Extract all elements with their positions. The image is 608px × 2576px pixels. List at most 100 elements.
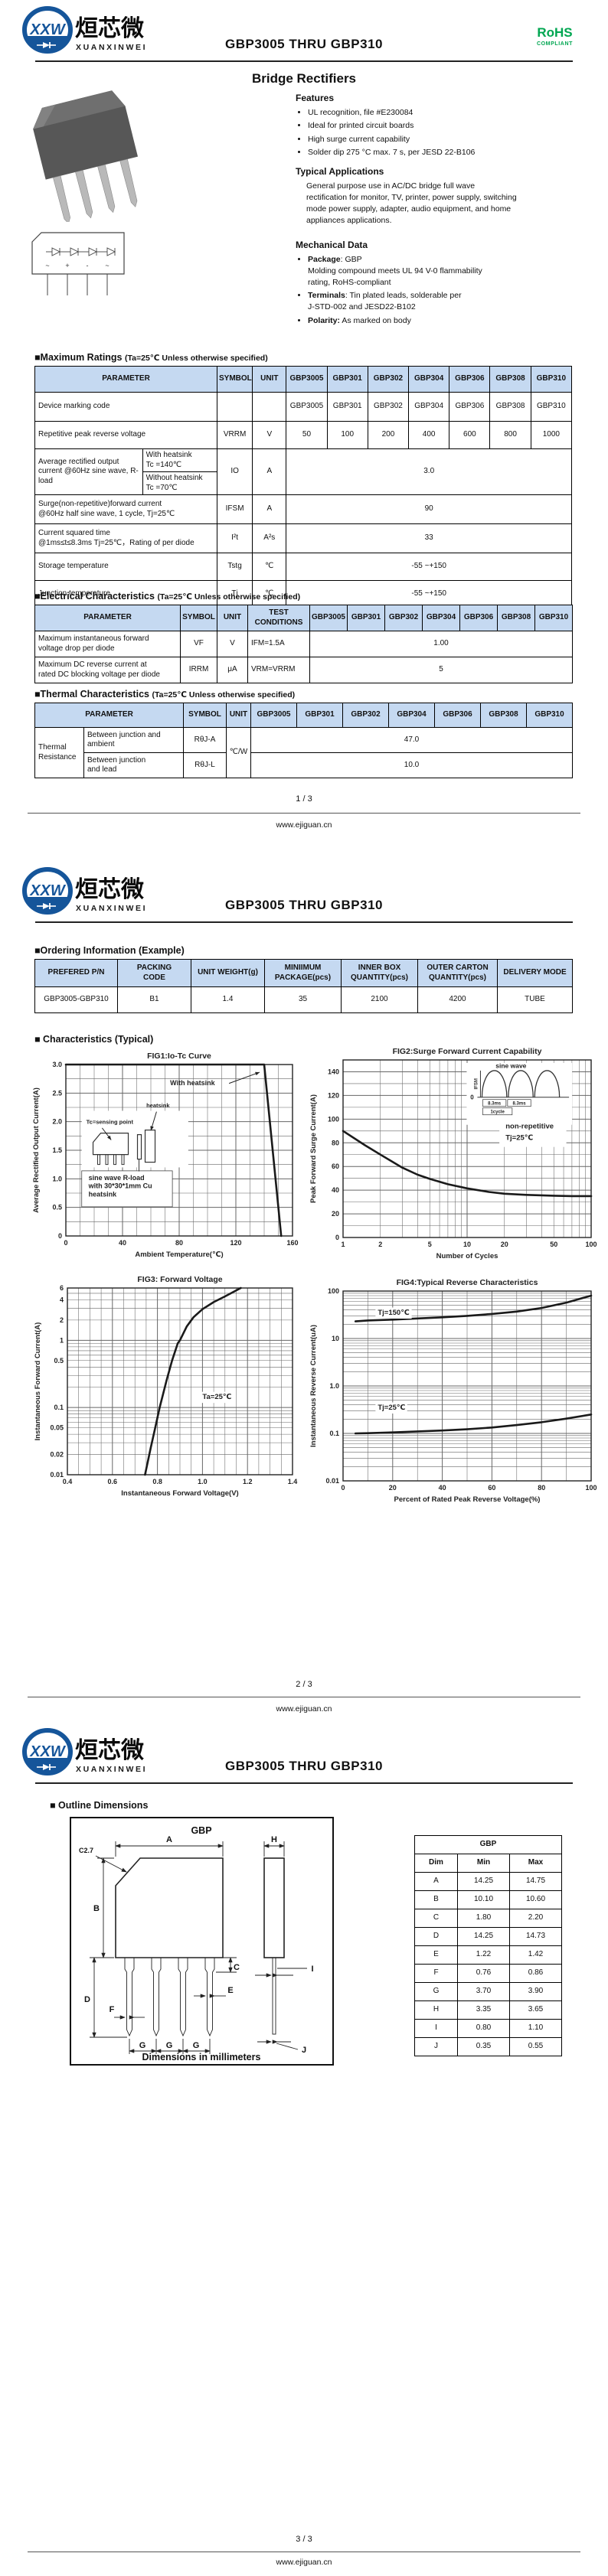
- dim-table-title: GBP: [414, 1835, 562, 1854]
- table-cell: B: [414, 1890, 458, 1909]
- electrical-heading: ■Electrical Characteristics (Ta=25℃ Unle…: [34, 591, 300, 602]
- mechanical-heading: Mechanical Data: [296, 240, 368, 250]
- svg-text:0.02: 0.02: [50, 1451, 64, 1459]
- applications-heading: Typical Applications: [296, 166, 384, 177]
- svg-text:160: 160: [286, 1239, 298, 1247]
- table-row: Between junction and lead RθJ-L 10.0: [35, 752, 573, 778]
- table-cell: 14.75: [509, 1872, 562, 1891]
- logo-cn-text: 烜芯微: [75, 877, 144, 902]
- logo-diode-icon: [37, 903, 56, 909]
- svg-text:0: 0: [64, 1239, 67, 1247]
- svg-text:Instantaneous Forward Current(: Instantaneous Forward Current(A): [34, 1322, 42, 1441]
- svg-text:1: 1: [341, 1241, 345, 1248]
- table-cell: F: [414, 1964, 458, 1983]
- svg-text:80: 80: [538, 1484, 545, 1492]
- table-cell: G: [414, 1982, 458, 2001]
- col-symbol: SYMBOL: [180, 605, 217, 631]
- feature-item: UL recognition, file #E230084: [308, 107, 598, 119]
- svg-text:FIG1:Io-Tc Curve: FIG1:Io-Tc Curve: [147, 1052, 211, 1061]
- website-link: www.ejiguan.cn: [276, 820, 332, 830]
- table-row: A 14.25 14.75: [414, 1872, 562, 1891]
- mech-package-text: : GBP Molding compound meets UL 94 V-0 f…: [308, 255, 482, 287]
- col-symbol: SYMBOL: [216, 366, 253, 393]
- dim-c-label: C: [234, 1963, 240, 1972]
- table-cell: 0.86: [509, 1964, 562, 1983]
- col-part: GBP301: [347, 605, 385, 631]
- svg-text:40: 40: [119, 1239, 126, 1247]
- table-cell: 0.76: [457, 1964, 510, 1983]
- page-number: 1 / 3: [296, 794, 312, 804]
- table-row: D 14.25 14.73: [414, 1927, 562, 1946]
- svg-text:0.05: 0.05: [50, 1424, 64, 1432]
- outline-drawing-box: GBP A C2.7 B C E: [70, 1817, 334, 2066]
- table-cell: 0.55: [509, 2037, 562, 2056]
- pin-label-4: ~: [105, 262, 109, 269]
- svg-text:120: 120: [230, 1239, 241, 1247]
- col-part: GBP301: [296, 703, 343, 728]
- svg-text:40: 40: [332, 1186, 339, 1194]
- table-row: Surge(non-repetitive)forward current @60…: [34, 494, 572, 524]
- company-logo: XXW 烜芯微 XUANXINWEI: [20, 5, 162, 60]
- table-cell: C: [414, 1909, 458, 1928]
- dim-g-label: G: [193, 2041, 200, 2050]
- table-cell: 2.20: [509, 1909, 562, 1928]
- svg-text:2: 2: [378, 1241, 382, 1248]
- col-unit: UNIT: [217, 605, 248, 631]
- col-parameter: PARAMETER: [34, 366, 217, 393]
- col-part: GBP310: [530, 366, 573, 393]
- table-row: E 1.22 1.42: [414, 1945, 562, 1965]
- applications-section: Typical Applications General purpose use…: [296, 165, 598, 227]
- svg-text:6: 6: [60, 1284, 64, 1292]
- mech-terminals-text: : Tin plated leads, solderable per J-STD…: [308, 291, 462, 312]
- rohs-badge: RoHS COMPLIANT: [537, 26, 573, 47]
- logo-diode-icon: [37, 1764, 56, 1770]
- svg-text:80: 80: [175, 1239, 183, 1247]
- table-cell: 14.25: [457, 1872, 510, 1891]
- mechanical-list: Package: GBP Molding compound meets UL 9…: [296, 254, 598, 326]
- svg-text:non-repetitive: non-repetitive: [505, 1122, 554, 1130]
- feature-item: Ideal for printed circuit boards: [308, 120, 598, 132]
- svg-text:60: 60: [488, 1484, 495, 1492]
- product-title: Bridge Rectifiers: [251, 71, 357, 86]
- svg-text:Percent of Rated Peak Reverse: Percent of Rated Peak Reverse Voltage(%): [394, 1495, 541, 1504]
- electrical-condition: (Ta=25℃ Unless otherwise specified): [157, 592, 301, 602]
- svg-text:1.2: 1.2: [243, 1478, 253, 1485]
- dim-h-label: H: [271, 1835, 277, 1844]
- max-ratings-condition: (Ta=25℃ Unless otherwise specified): [125, 354, 268, 363]
- logo-diode-icon: [37, 42, 56, 48]
- svg-text:40: 40: [439, 1484, 446, 1492]
- mech-polarity-label: Polarity:: [308, 315, 341, 325]
- table-header-row: PARAMETER SYMBOL UNIT GBP3005 GBP301 GBP30…: [34, 703, 573, 728]
- doc-title: GBP3005 THRU GBP310: [224, 37, 384, 51]
- max-ratings-title: ■Maximum Ratings: [34, 352, 123, 363]
- table-row: Repetitive peak reverse voltage VRRM V 50…: [34, 421, 573, 449]
- svg-text:with 30*30*1mm Cu: with 30*30*1mm Cu: [88, 1182, 152, 1190]
- svg-text:8.3ms: 8.3ms: [488, 1102, 502, 1107]
- table-row: G 3.70 3.90: [414, 1982, 562, 2001]
- svg-text:sine wave: sine wave: [495, 1061, 526, 1069]
- svg-text:2: 2: [60, 1316, 64, 1324]
- logo-xxw-text: XXW: [29, 21, 67, 38]
- col-part: GBP304: [422, 605, 460, 631]
- svg-text:0: 0: [341, 1484, 345, 1492]
- electrical-table: PARAMETER SYMBOL UNIT TEST CONDITIONS GB…: [34, 605, 573, 683]
- table-row: Junction temperature Tj ℃ -55 ~+150: [34, 580, 572, 608]
- table-header-row: Dim Min Max: [414, 1854, 562, 1873]
- table-row: Maximum DC reverse current at rated DC b…: [34, 657, 573, 683]
- svg-text:20: 20: [501, 1241, 508, 1248]
- table-header-row: PARAMETER SYMBOL UNIT TEST CONDITIONS GB…: [34, 605, 573, 631]
- outline-heading: ■ Outline Dimensions: [50, 1800, 149, 1811]
- col-part: GBP308: [489, 366, 531, 393]
- company-logo: XXW 烜芯微 XUANXINWEI: [20, 866, 162, 921]
- col-part: GBP302: [367, 366, 410, 393]
- ordering-heading: ■Ordering Information (Example): [34, 945, 185, 956]
- col-prefered-pn: PREFERED P/N: [34, 959, 118, 987]
- col-part: GBP310: [534, 605, 573, 631]
- svg-text:1.0: 1.0: [198, 1478, 208, 1485]
- col-unit-weight: UNIT WEIGHT(g): [191, 959, 265, 987]
- svg-text:1.0: 1.0: [52, 1175, 62, 1182]
- col-unit: UNIT: [226, 703, 251, 728]
- svg-text:Instantaneous Forward Voltage(: Instantaneous Forward Voltage(V): [121, 1489, 238, 1498]
- doc-title: GBP3005 THRU GBP310: [224, 1759, 384, 1773]
- thermal-title: ■Thermal Characteristics: [34, 689, 149, 699]
